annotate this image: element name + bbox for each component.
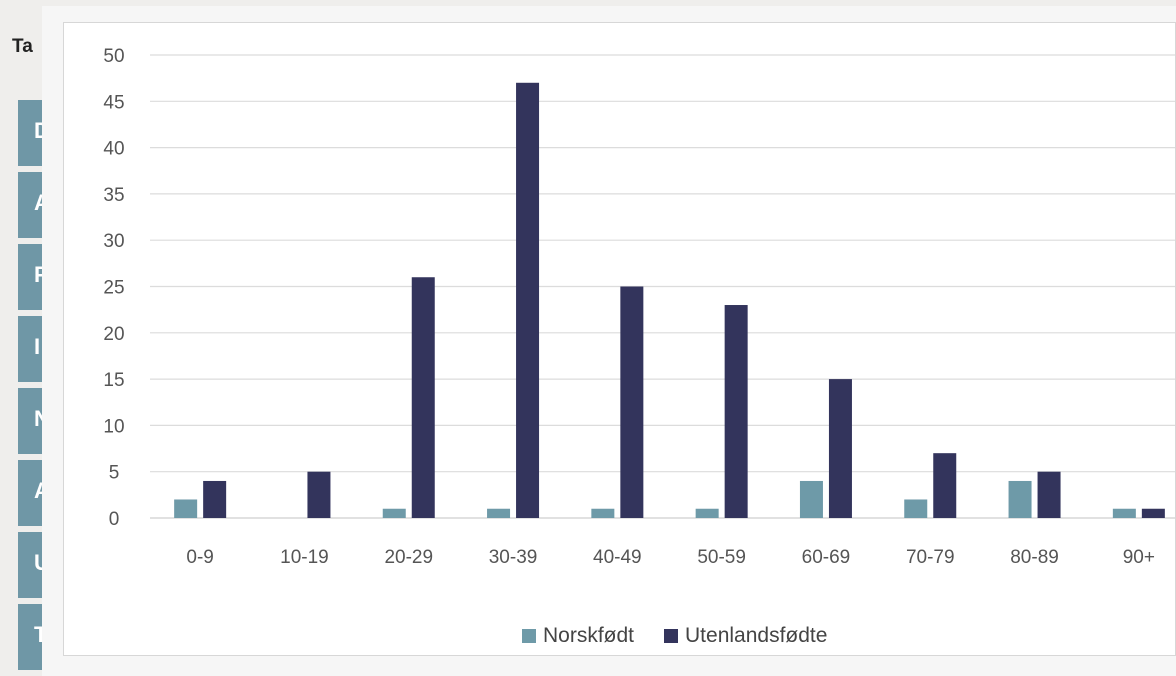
- bar-norskfodt: [174, 499, 198, 518]
- x-tick-label: 70-79: [906, 547, 955, 568]
- bar-utenlandsfodte: [516, 82, 540, 518]
- x-tick-label: 10-19: [280, 547, 329, 568]
- legend-label-utenlandsfodte: Utenlandsfødte: [685, 624, 828, 647]
- legend-label-norskfodt: Norskfødt: [543, 624, 635, 647]
- y-tick-label: 10: [103, 416, 124, 437]
- y-tick-label: 35: [103, 185, 124, 206]
- y-tick-label: 0: [109, 509, 120, 530]
- bar-norskfodt: [904, 499, 928, 518]
- chart-area: 0 5 10 15 20 25 30 35 40 45 50 0-9 10-19 20-29 30-39 40…: [63, 22, 1176, 656]
- x-tick-label: 0-9: [186, 547, 213, 568]
- bar-utenlandsfodte: [1141, 508, 1165, 518]
- x-tick-label: 20-29: [384, 547, 433, 568]
- y-tick-label: 15: [103, 370, 124, 391]
- chart-legend: Norskfødt Utenlandsfødte: [522, 623, 827, 649]
- x-tick-label: 40-49: [593, 547, 642, 568]
- bar-norskfodt: [591, 508, 615, 518]
- background-row-letter: I: [34, 334, 41, 359]
- bar-norskfodt: [695, 508, 719, 518]
- background-table-title: Ta: [12, 36, 33, 57]
- y-tick-label: 20: [103, 324, 124, 345]
- x-tick-label: 50-59: [697, 547, 746, 568]
- x-tick-label: 30-39: [489, 547, 538, 568]
- y-tick-label: 45: [103, 92, 124, 113]
- bar-utenlandsfodte: [828, 379, 852, 518]
- bar-norskfodt: [1112, 508, 1136, 518]
- y-tick-label: 50: [103, 46, 124, 67]
- legend-item-utenlandsfodte: Utenlandsfødte: [664, 624, 827, 648]
- y-tick-label: 5: [109, 463, 120, 484]
- legend-item-norskfodt: Norskfødt: [522, 624, 634, 648]
- bar-norskfodt: [799, 480, 823, 518]
- bar-utenlandsfodte: [724, 305, 748, 518]
- legend-swatch-norskfodt: [522, 629, 536, 643]
- y-tick-label: 40: [103, 139, 124, 160]
- y-tick-label: 25: [103, 278, 124, 299]
- bar-utenlandsfodte: [620, 286, 644, 518]
- bar-norskfodt: [487, 508, 511, 518]
- legend-swatch-utenlandsfodte: [664, 629, 679, 643]
- bar-utenlandsfodte: [307, 471, 331, 518]
- y-tick-label: 30: [103, 231, 124, 252]
- bar-utenlandsfodte: [203, 480, 227, 518]
- bar-utenlandsfodte: [1037, 471, 1061, 518]
- x-tick-label: 60-69: [802, 547, 851, 568]
- bar-utenlandsfodte: [933, 453, 957, 518]
- bar-utenlandsfodte: [411, 277, 435, 518]
- bar-chart-plot: 0 5 10 15 20 25 30 35 40 45 50 0-9 10-19 20-29 30-39 40…: [103, 46, 1175, 568]
- x-tick-label: 90+: [1123, 547, 1155, 568]
- bar-norskfodt: [382, 508, 406, 518]
- bar-norskfodt: [1008, 480, 1032, 518]
- x-tick-label: 80-89: [1010, 547, 1059, 568]
